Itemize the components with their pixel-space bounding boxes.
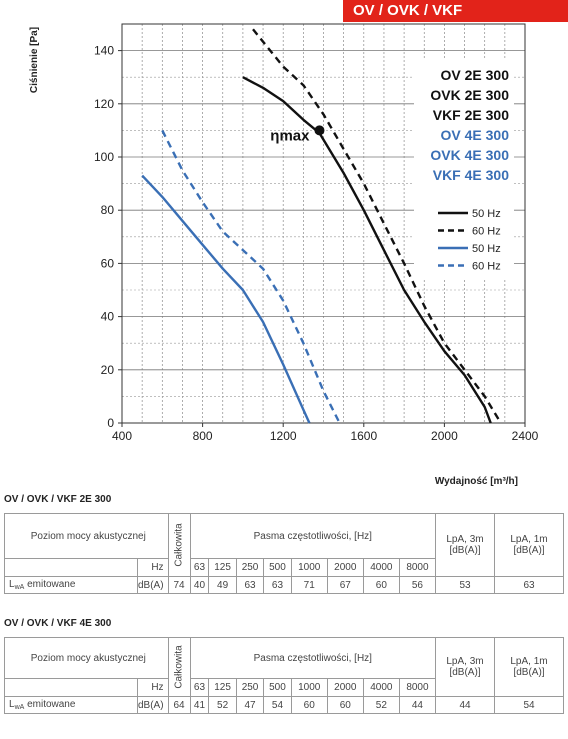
blank-cell xyxy=(4,558,138,577)
y-tick-label: 140 xyxy=(94,44,114,58)
lpa1-header: LpA, 1m [dB(A)] xyxy=(494,637,564,697)
bands-header: Pasma częstotliwości, [Hz] xyxy=(189,513,437,559)
value-500: 63 xyxy=(263,576,292,594)
curve-4E-50hz xyxy=(141,174,311,424)
level-header: Poziom mocy akustycznej xyxy=(4,637,169,679)
lpa1-value: 54 xyxy=(494,696,564,714)
lpa3-value: 44 xyxy=(435,696,495,714)
value-8000: 44 xyxy=(398,696,437,714)
x-axis-label: Wydajność [m³/h] xyxy=(435,476,518,487)
x-tick-label: 2000 xyxy=(431,429,458,443)
eta-max-label: ηmax xyxy=(270,127,310,144)
band-500: 500 xyxy=(263,678,292,697)
y-tick-label: 60 xyxy=(101,256,115,270)
legend-series-label: 50 Hz xyxy=(472,208,501,220)
product-header: OV / OVK / VKF xyxy=(343,0,568,22)
lpa1-header: LpA, 1m [dB(A)] xyxy=(494,513,564,577)
legend-series-label: 50 Hz xyxy=(472,243,501,255)
band-63: 63 xyxy=(189,678,210,697)
band-125: 125 xyxy=(208,558,237,577)
legend-model-label: OV 2E 300 xyxy=(441,67,510,83)
x-tick-label: 1200 xyxy=(270,429,297,443)
total-value: 74 xyxy=(167,576,191,594)
total-header: Całkowita xyxy=(167,513,191,577)
plot-frame xyxy=(121,23,526,424)
legend-series-label: 60 Hz xyxy=(472,226,501,238)
band-63: 63 xyxy=(189,558,210,577)
row-label: LwA emitowane xyxy=(4,576,138,594)
value-250: 47 xyxy=(235,696,265,714)
legend-model-label: OV 4E 300 xyxy=(441,127,510,143)
value-8000: 56 xyxy=(398,576,437,594)
acoustic-table-2e: Poziom mocy akustycznej Całkowita Pasma … xyxy=(4,513,564,594)
band-500: 500 xyxy=(263,558,292,577)
curve-2E-50hz xyxy=(242,76,492,424)
bands-header: Pasma częstotliwości, [Hz] xyxy=(189,637,437,679)
y-tick-label: 100 xyxy=(94,150,114,164)
band-125: 125 xyxy=(208,678,237,697)
legend-series-label: 60 Hz xyxy=(472,261,501,273)
legend-model-label: OVK 2E 300 xyxy=(430,87,509,103)
band-250: 250 xyxy=(235,558,265,577)
value-125: 49 xyxy=(208,576,237,594)
band-1000: 1000 xyxy=(290,558,328,577)
band-4000: 4000 xyxy=(362,678,400,697)
table-title-4e: OV / OVK / VKF 4E 300 xyxy=(4,618,112,629)
lpa1-value: 63 xyxy=(494,576,564,594)
unit-cell: dB(A) xyxy=(137,696,169,714)
row-label: LwA emitowane xyxy=(4,696,138,714)
table-title-2e: OV / OVK / VKF 2E 300 xyxy=(4,494,112,505)
y-tick-label: 0 xyxy=(107,416,114,430)
legend-model-label: VKF 4E 300 xyxy=(433,167,509,183)
eta-max-point xyxy=(314,125,325,136)
value-500: 54 xyxy=(263,696,292,714)
value-63: 41 xyxy=(189,696,210,714)
band-8000: 8000 xyxy=(398,558,437,577)
band-2000: 2000 xyxy=(326,678,364,697)
total-value: 64 xyxy=(167,696,191,714)
y-tick-label: 40 xyxy=(101,310,115,324)
unit-cell: dB(A) xyxy=(137,576,169,594)
band-2000: 2000 xyxy=(326,558,364,577)
curve-2E-60hz xyxy=(252,28,502,424)
band-8000: 8000 xyxy=(398,678,437,697)
value-1000: 60 xyxy=(290,696,328,714)
lpa3-header: LpA, 3m [dB(A)] xyxy=(435,637,495,697)
legend-model-label: OVK 4E 300 xyxy=(430,147,509,163)
legend-model-label: VKF 2E 300 xyxy=(433,107,509,123)
band-1000: 1000 xyxy=(290,678,328,697)
y-tick-label: 120 xyxy=(94,97,114,111)
lpa3-value: 53 xyxy=(435,576,495,594)
value-1000: 71 xyxy=(290,576,328,594)
total-header: Całkowita xyxy=(167,637,191,697)
x-tick-label: 400 xyxy=(112,429,132,443)
band-4000: 4000 xyxy=(362,558,400,577)
hz-label: Hz xyxy=(137,558,169,577)
value-250: 63 xyxy=(235,576,265,594)
value-63: 40 xyxy=(189,576,210,594)
value-4000: 60 xyxy=(362,576,400,594)
fan-performance-chart: 400 800 1200 1600 2000 2400 0 20 40 60 80 100 120 140… xyxy=(29,23,539,487)
x-tick-label: 1600 xyxy=(350,429,377,443)
y-tick-label: 80 xyxy=(101,203,115,217)
value-2000: 67 xyxy=(326,576,364,594)
x-tick-label: 800 xyxy=(193,429,213,443)
lpa3-header: LpA, 3m [dB(A)] xyxy=(435,513,495,577)
value-4000: 52 xyxy=(362,696,400,714)
value-2000: 60 xyxy=(326,696,364,714)
legend-box xyxy=(414,60,514,280)
blank-cell xyxy=(4,678,138,697)
y-axis-label: Ciśnienie [Pa] xyxy=(29,27,40,93)
band-250: 250 xyxy=(235,678,265,697)
level-header: Poziom mocy akustycznej xyxy=(4,513,169,559)
curve-4E-60hz xyxy=(161,129,341,424)
y-tick-label: 20 xyxy=(101,363,115,377)
hz-label: Hz xyxy=(137,678,169,697)
value-125: 52 xyxy=(208,696,237,714)
acoustic-table-4e: Poziom mocy akustycznej Całkowita Pasma … xyxy=(4,637,564,714)
x-tick-label: 2400 xyxy=(512,429,539,443)
